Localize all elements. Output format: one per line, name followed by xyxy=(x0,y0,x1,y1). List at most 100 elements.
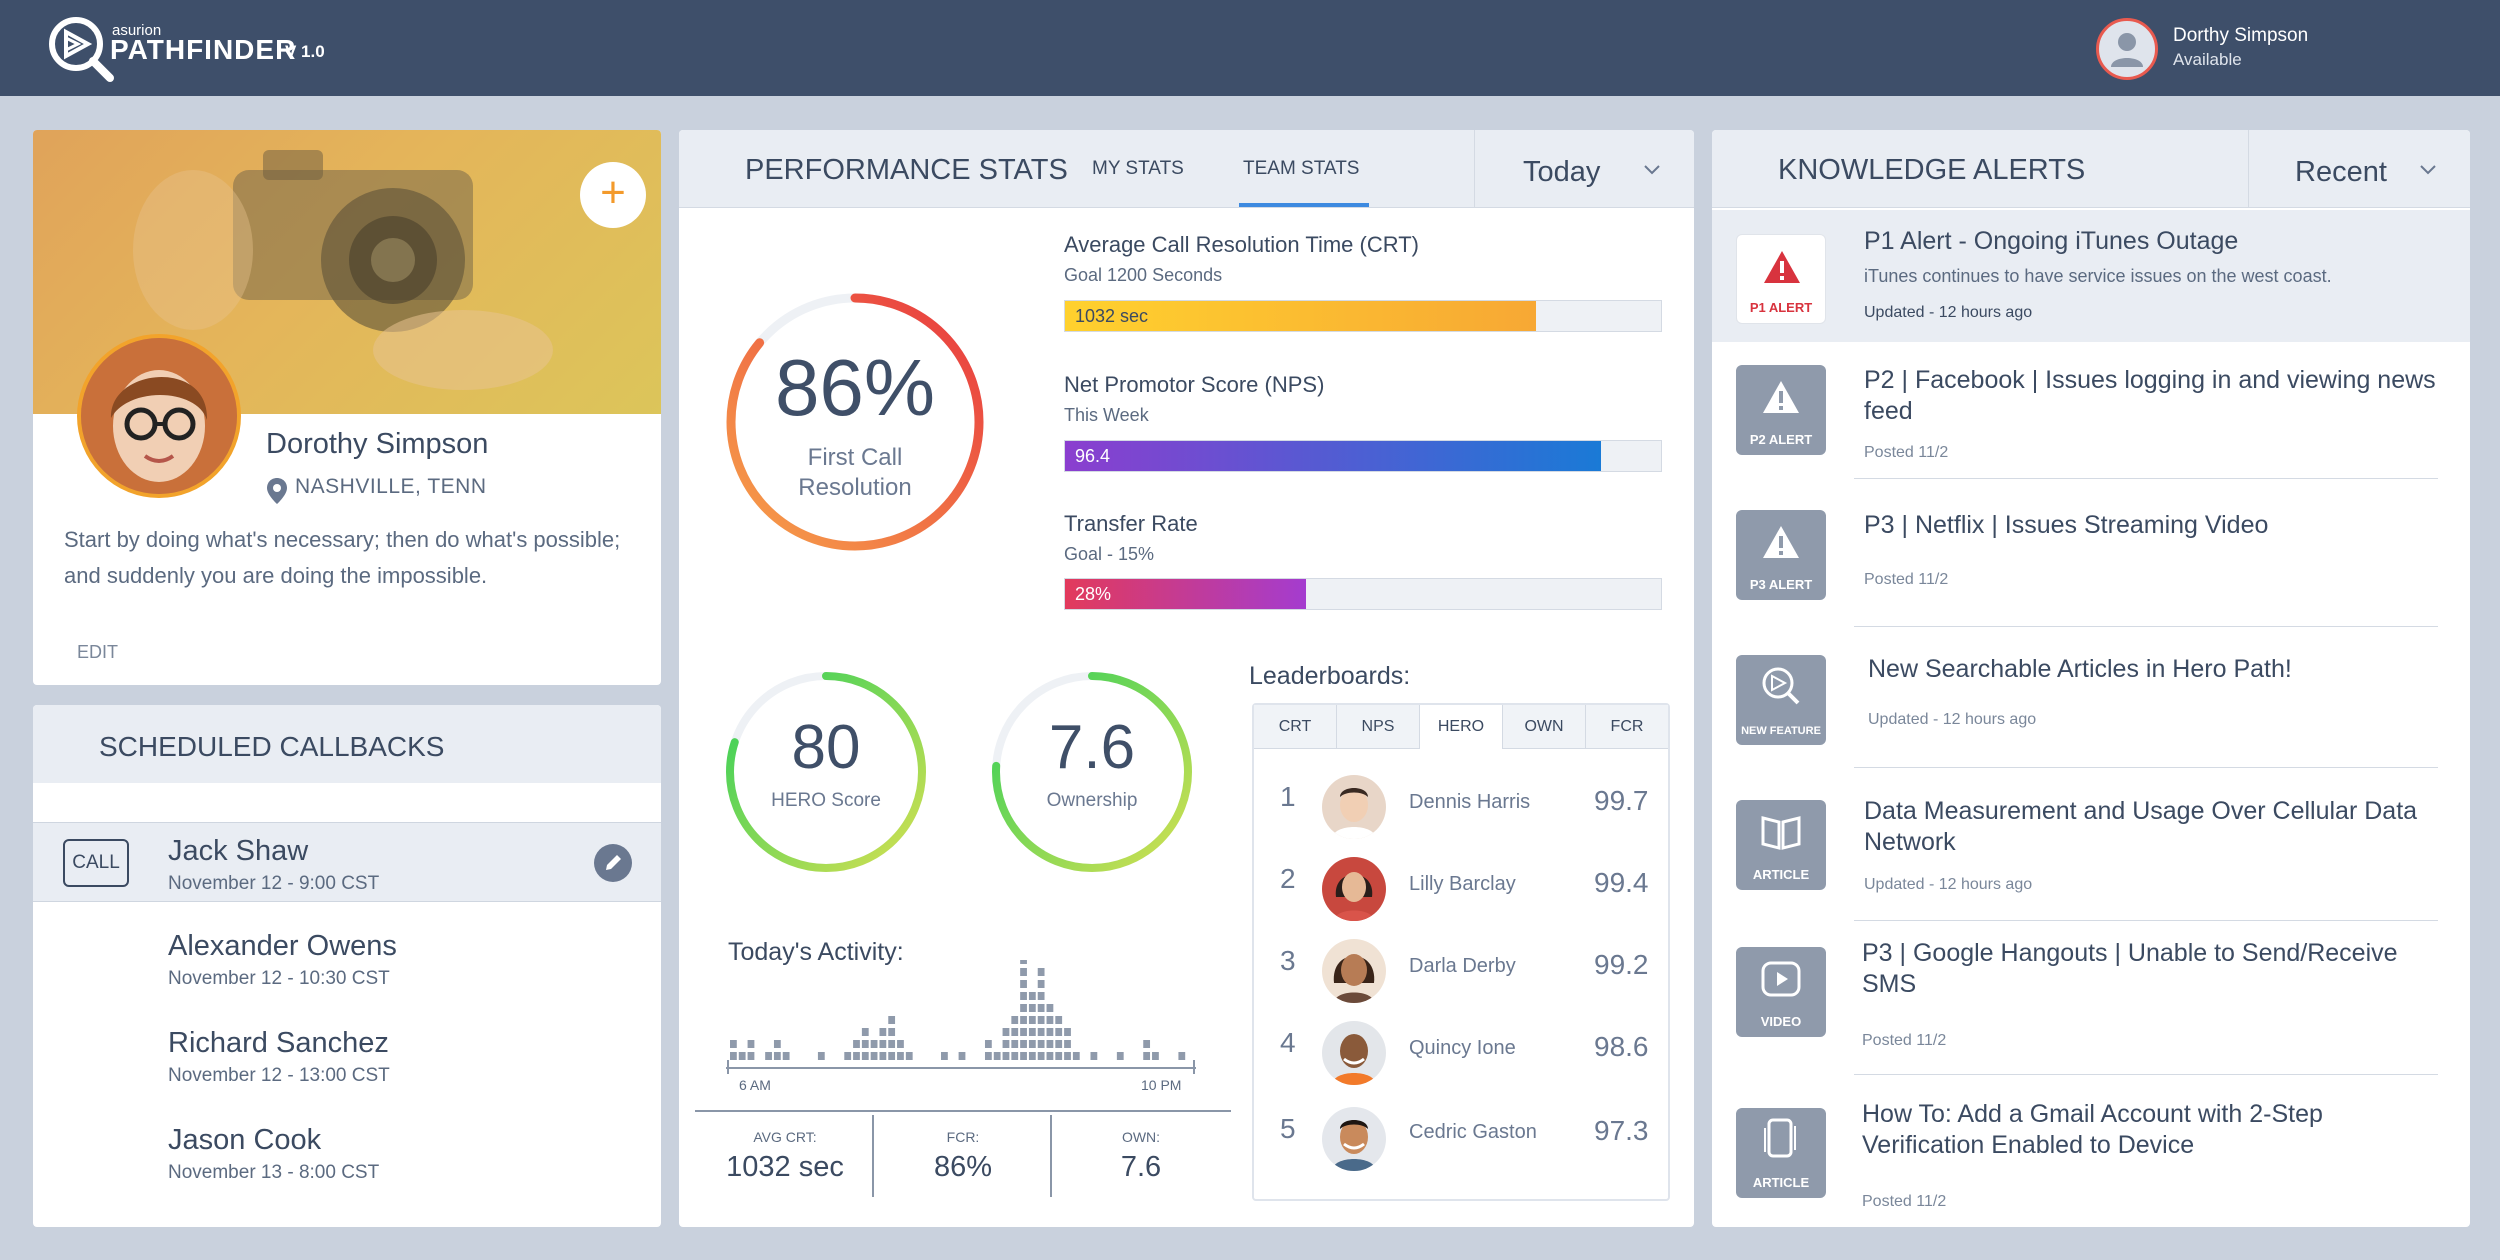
leaderboard-name: Cedric Gaston xyxy=(1409,1121,1537,1143)
alert-title[interactable]: Data Measurement and Usage Over Cellular… xyxy=(1864,797,2418,856)
divider xyxy=(1854,1074,2438,1075)
leaderboard-name: Quincy Ione xyxy=(1409,1037,1516,1059)
alert-title[interactable]: P2 | Facebook | Issues logging in and vi… xyxy=(1864,366,2436,425)
man-portrait-icon xyxy=(1332,788,1376,839)
alerts-filter-select[interactable]: Recent xyxy=(2248,130,2470,208)
activity-bar-segment xyxy=(1028,1052,1036,1060)
badge-label: P2 ALERT xyxy=(1749,432,1813,447)
alert-meta: Updated - 12 hours ago xyxy=(1864,304,2033,321)
edit-callback-button[interactable] xyxy=(594,844,632,882)
add-photo-button[interactable]: + xyxy=(580,162,646,228)
crt-bar: 1032 sec xyxy=(1064,300,1662,332)
tab-my-stats[interactable]: MY STATS xyxy=(1092,158,1184,179)
fcr-value: 86% xyxy=(774,343,936,432)
activity-bar-segment xyxy=(1028,992,1036,1000)
activity-bar-segment xyxy=(879,1028,887,1036)
ownership-progress-arc xyxy=(992,672,1192,872)
leaderboard-tab-hero[interactable]: HERO xyxy=(1420,705,1503,749)
alert-title[interactable]: P3 | Google Hangouts | Unable to Send/Re… xyxy=(1862,939,2398,998)
knowledge-alerts-card: KNOWLEDGE ALERTS Recent P1 ALERT P1 Aler… xyxy=(1712,130,2470,1227)
activity-bar-segment xyxy=(1020,1052,1027,1060)
leaderboard-rank: 1 xyxy=(1280,781,1296,812)
pathfinder-logo-icon[interactable] xyxy=(44,12,116,84)
activity-bar-segment xyxy=(1064,1028,1071,1036)
activity-bar-segment xyxy=(1046,1040,1054,1048)
activity-bar-segment xyxy=(1011,1028,1019,1036)
activity-histogram xyxy=(726,960,1196,1074)
tab-team-stats[interactable]: TEAM STATS xyxy=(1243,158,1360,179)
callbacks-header: SCHEDULED CALLBACKS xyxy=(33,705,661,783)
call-button[interactable]: CALL xyxy=(63,839,129,887)
activity-title: Today's Activity: xyxy=(728,938,904,966)
activity-bar-segment xyxy=(1046,1016,1054,1024)
activity-bar-segment xyxy=(1037,1040,1045,1048)
activity-bar-segment xyxy=(888,1052,896,1060)
leaderboard-score: 99.7 xyxy=(1594,785,1649,816)
performance-title: PERFORMANCE STATS xyxy=(745,154,1068,186)
alert-title[interactable]: New Searchable Articles in Hero Path! xyxy=(1868,655,2292,683)
activity-bar-segment xyxy=(730,1040,737,1048)
activity-end-label: 10 PM xyxy=(1141,1077,1182,1093)
activity-bar-segment xyxy=(1037,980,1045,988)
leaderboard-avatar xyxy=(1322,857,1386,921)
profile-card: + Dorothy Simpson NASHVILLE, TENN Start … xyxy=(33,130,661,685)
brand-subtitle: asurion xyxy=(112,22,162,39)
leaderboard-rank: 2 xyxy=(1280,863,1296,894)
woman-portrait-icon xyxy=(1334,872,1374,921)
nps-bar-label: 96.4 xyxy=(1075,446,1111,466)
alert-title[interactable]: How To: Add a Gmail Account with 2-Step … xyxy=(1862,1100,2323,1159)
activity-bar-segment xyxy=(738,1052,746,1060)
fcr-progress-arc xyxy=(726,293,984,551)
leaderboard-tab-fcr[interactable]: FCR xyxy=(1610,718,1644,735)
activity-bar-segment xyxy=(773,1040,781,1048)
transfer-rate-bar: 28% xyxy=(1064,578,1662,610)
callback-row[interactable]: CALL Jack Shaw November 12 - 9:00 CST xyxy=(33,822,661,902)
divider xyxy=(1854,478,2438,479)
alert-meta: Posted 11/2 xyxy=(1864,571,1949,588)
article-badge: ARTICLE xyxy=(1736,800,1826,890)
user-name[interactable]: Dorthy Simpson xyxy=(2173,25,2309,46)
knowledge-alerts-header: KNOWLEDGE ALERTS Recent xyxy=(1712,130,2470,208)
app-version: V 1.0 xyxy=(285,42,325,61)
chevron-down-icon xyxy=(1644,165,1660,175)
activity-bar-segment xyxy=(1046,1028,1054,1036)
fcr-label-line1: First Call xyxy=(807,444,903,471)
leaderboard-tab-crt[interactable]: CRT xyxy=(1254,705,1337,749)
leaderboard: CRT NPS HERO OWN FCR 1 Dennis Harris 99.… xyxy=(1252,703,1670,1201)
transfer-rate-goal: Goal - 15% xyxy=(1064,544,1155,564)
alert-title[interactable]: P1 Alert - Ongoing iTunes Outage xyxy=(1864,227,2239,255)
activity-bar-segment xyxy=(1046,1052,1054,1060)
activity-bar-segment xyxy=(1011,1040,1019,1048)
activity-bar-segment xyxy=(1143,1052,1151,1060)
badge-label: ARTICLE xyxy=(1752,867,1810,882)
edit-profile-link[interactable]: EDIT xyxy=(77,642,119,662)
activity-bar-segment xyxy=(905,1052,913,1060)
activity-bar-segment xyxy=(747,1052,755,1060)
badge-label: P1 ALERT xyxy=(1749,300,1813,315)
activity-bar-segment xyxy=(984,1040,992,1048)
crt-bar-fill xyxy=(1065,301,1536,331)
period-select[interactable]: Today xyxy=(1474,130,1694,208)
activity-bar-segment xyxy=(1002,1052,1010,1060)
activity-bar-segment xyxy=(1037,1028,1045,1036)
alert-title[interactable]: P3 | Netflix | Issues Streaming Video xyxy=(1864,511,2269,539)
activity-bar-segment xyxy=(993,1052,1001,1060)
leaderboard-tab-own[interactable]: OWN xyxy=(1503,705,1586,749)
activity-bar-segment xyxy=(1055,1040,1063,1048)
activity-bar-segment xyxy=(861,1028,869,1036)
summary-value: 1032 sec xyxy=(726,1151,844,1183)
activity-start-label: 6 AM xyxy=(739,1077,771,1093)
callback-row[interactable]: Jason Cook November 13 - 8:00 CST xyxy=(33,1112,661,1192)
leaderboard-name: Dennis Harris xyxy=(1409,791,1531,813)
leaderboard-tab-nps[interactable]: NPS xyxy=(1337,705,1420,749)
knowledge-alert-item[interactable] xyxy=(1712,210,2470,342)
leaderboard-title: Leaderboards: xyxy=(1249,662,1411,690)
user-avatar[interactable] xyxy=(2096,18,2158,80)
callback-row[interactable]: Richard Sanchez November 12 - 13:00 CST xyxy=(33,1015,661,1095)
callback-row[interactable]: Alexander Owens November 12 - 10:30 CST xyxy=(33,918,661,998)
activity-bar-segment xyxy=(861,1052,869,1060)
activity-bar-segment xyxy=(853,1052,860,1060)
callback-name: Alexander Owens xyxy=(168,930,397,962)
activity-bar-segment xyxy=(1028,1016,1036,1024)
activity-bar-segment xyxy=(747,1040,755,1048)
